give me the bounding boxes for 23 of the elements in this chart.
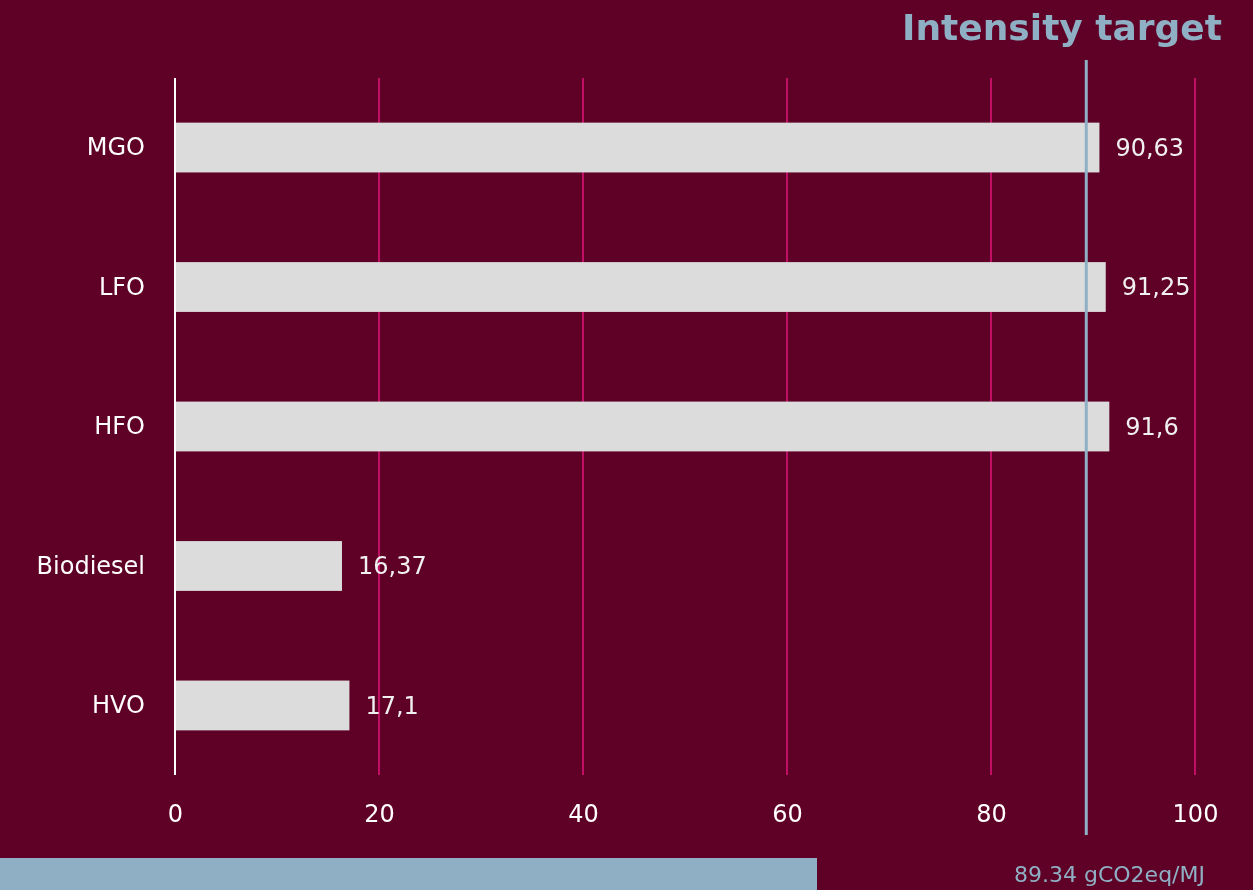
data-label: 90,63	[1115, 133, 1185, 162]
bar	[175, 262, 1106, 312]
data-label: 91,6	[1125, 412, 1179, 441]
y-tick-label: MGO	[86, 133, 145, 162]
y-tick-label: HFO	[94, 412, 145, 441]
bar	[175, 122, 1100, 173]
y-tick-label: Biodiesel	[36, 551, 145, 580]
bar	[175, 680, 350, 731]
x-tick-label: 60	[772, 800, 803, 829]
ref-line-label: Intensity target	[902, 7, 1222, 48]
y-tick-label: LFO	[98, 272, 145, 301]
bar	[175, 541, 342, 591]
x-tick-label: 20	[364, 800, 395, 829]
data-label: 91,25	[1121, 273, 1191, 302]
data-label: 17,1	[365, 691, 419, 720]
bar	[175, 401, 1110, 452]
x-tick-label: 40	[568, 800, 599, 829]
x-tick-label: 80	[976, 800, 1007, 829]
data-label: 16,37	[357, 552, 427, 581]
x-tick-label: 100	[1172, 800, 1219, 829]
x-tick-label: 0	[167, 800, 184, 829]
y-tick-label: HVO	[92, 691, 145, 720]
text: 89.34 gCO2eq/MJ	[1014, 862, 1205, 887]
